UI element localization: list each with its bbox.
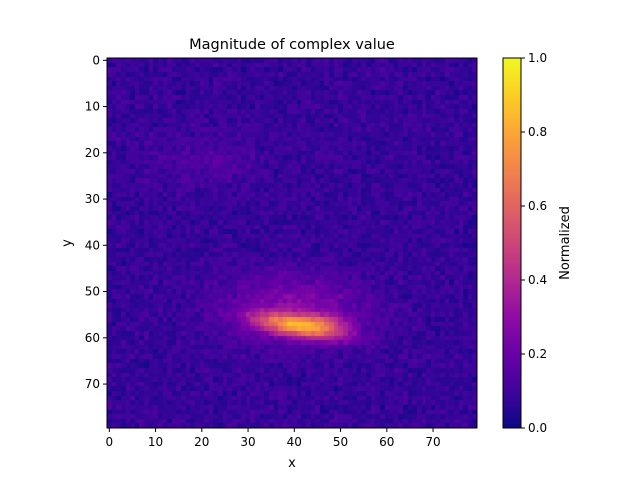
colorbar-tick-label: 1.0	[528, 51, 547, 65]
y-tick-label: 70	[85, 377, 100, 391]
y-tick-label: 10	[85, 100, 100, 114]
x-axis-ticks: 0 10 20 30 40 50 60 70	[105, 428, 441, 449]
y-axis-ticks: 0 10 20 30 40 50 60 70	[85, 53, 107, 391]
colorbar-tick-label: 0.2	[528, 347, 547, 361]
y-tick-label: 60	[85, 331, 100, 345]
colorbar-tick-label: 0.8	[528, 125, 547, 139]
x-axis-label: x	[288, 456, 296, 471]
x-tick-label: 0	[105, 435, 113, 449]
y-tick-label: 50	[85, 285, 100, 299]
x-tick-label: 30	[240, 435, 255, 449]
x-tick-label: 10	[148, 435, 163, 449]
y-axis-label: y	[60, 239, 75, 247]
x-tick-label: 20	[194, 435, 209, 449]
colorbar-tick-label: 0.6	[528, 199, 547, 213]
x-tick-label: 40	[287, 435, 302, 449]
chart-title: Magnitude of complex value	[189, 37, 395, 53]
y-tick-label: 40	[85, 238, 100, 252]
colorbar-label: Normalized	[558, 206, 573, 280]
x-tick-label: 50	[333, 435, 348, 449]
colorbar-gradient	[503, 58, 521, 428]
colorbar-tick-label: 0.4	[528, 273, 547, 287]
plot-frame	[106, 57, 478, 429]
heatmap-image	[107, 58, 477, 428]
x-tick-label: 60	[379, 435, 394, 449]
x-tick-label: 70	[425, 435, 440, 449]
y-tick-label: 20	[85, 146, 100, 160]
y-tick-label: 30	[85, 192, 100, 206]
colorbar-frame	[502, 57, 522, 429]
colorbar-ticks: 0.0 0.2 0.4 0.6 0.8 1.0	[521, 51, 547, 435]
colorbar-tick-label: 0.0	[528, 421, 547, 435]
y-tick-label: 0	[92, 53, 100, 67]
